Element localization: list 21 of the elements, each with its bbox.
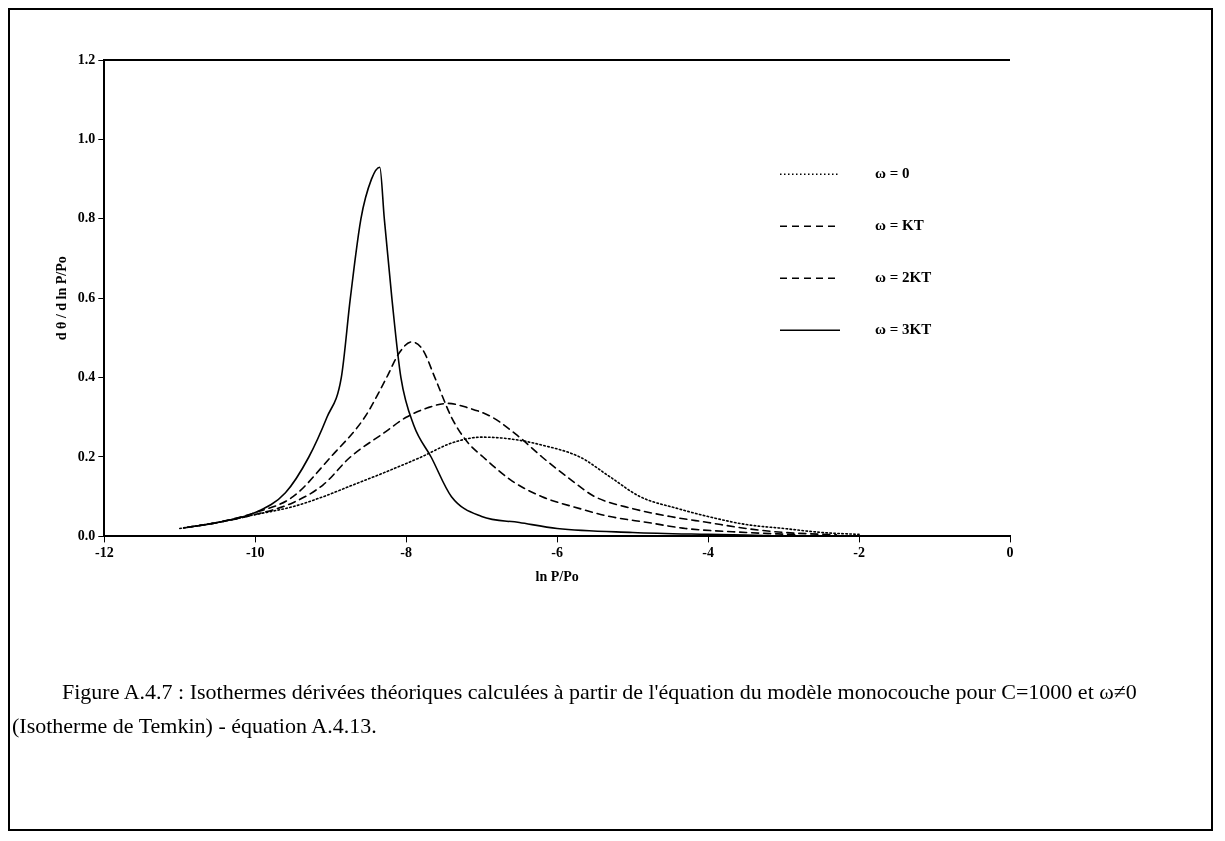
y-tick-label: 0.8 bbox=[77, 210, 96, 226]
y-tick-label: 1.0 bbox=[77, 131, 96, 147]
x-tick-label: -2 bbox=[853, 545, 865, 561]
x-tick-label: -10 bbox=[245, 545, 265, 561]
x-axis-title: ln P/Po bbox=[535, 569, 579, 585]
x-tick-label: 0 bbox=[1006, 545, 1014, 561]
x-tick-label: -6 bbox=[551, 545, 563, 561]
text: Figure A.4.7 : Isothermes dérivées théoriques calculées à partir de l'équation du modèle monocouche pour C=1000 et ω≠0 (Isotherme de Temkin) - équation A.4.13. bbox=[12, 678, 1138, 740]
x-tick-label: -8 bbox=[400, 545, 413, 561]
legend-label: ω = 0 bbox=[875, 165, 910, 182]
y-tick-label: 1.2 bbox=[77, 51, 96, 67]
legend-label: ω = KT bbox=[875, 217, 924, 234]
y-tick-label: 0.2 bbox=[77, 448, 96, 464]
y-axis-title: d θ / d ln P/Po bbox=[54, 256, 70, 341]
legend-label: ω = 3KT bbox=[875, 321, 932, 338]
y-tick-label: 0.0 bbox=[77, 528, 96, 544]
legend-label: ω = 2KT bbox=[875, 269, 932, 286]
y-tick-label: 0.4 bbox=[77, 369, 96, 385]
y-tick-label: 0.6 bbox=[77, 289, 96, 305]
x-tick-label: -12 bbox=[94, 545, 114, 561]
x-tick-label: -4 bbox=[702, 545, 714, 561]
